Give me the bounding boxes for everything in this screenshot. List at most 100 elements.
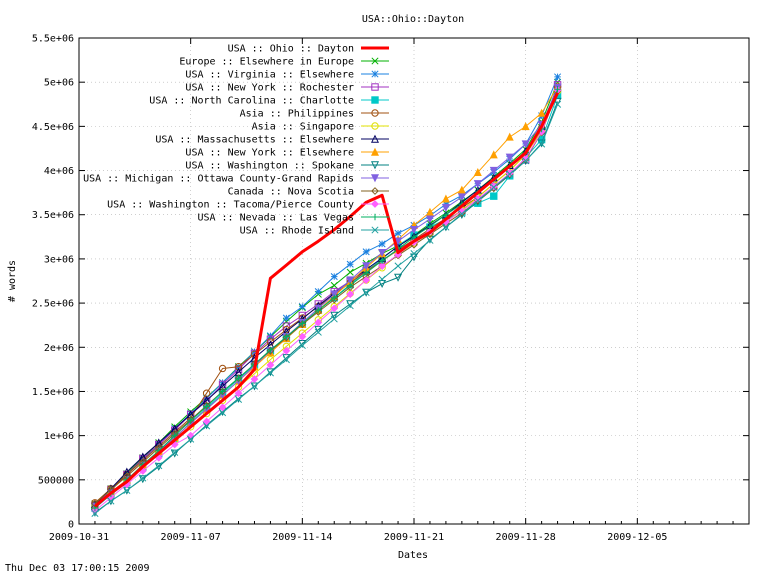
data-point: [282, 318, 290, 326]
data-point: [371, 57, 379, 65]
data-point: [218, 364, 227, 373]
legend-label: USA :: Massachusetts :: Elsewhere: [155, 135, 354, 146]
data-point: [298, 332, 307, 341]
data-point: [362, 248, 370, 256]
data-point: [283, 333, 290, 340]
data-point: [394, 273, 403, 282]
data-point: [202, 417, 211, 426]
data-point: [266, 361, 275, 369]
footer-timestamp: Thu Dec 03 17:00:15 2009: [5, 563, 150, 574]
chart-title: USA::Ohio::Dayton: [362, 14, 464, 25]
y-tick-label: 1e+06: [44, 431, 74, 442]
data-point: [371, 122, 379, 130]
data-point: [378, 257, 386, 264]
data-point: [370, 174, 380, 183]
y-tick-label: 1.5e+06: [32, 387, 74, 398]
data-point: [234, 395, 243, 403]
data-point: [346, 290, 355, 299]
data-point: [554, 86, 561, 93]
data-point: [346, 282, 354, 289]
data-point: [91, 509, 99, 517]
data-point: [394, 262, 402, 270]
data-point: [155, 462, 163, 470]
data-point: [154, 438, 163, 447]
data-point: [314, 318, 323, 327]
data-point: [314, 308, 323, 316]
data-point: [123, 486, 131, 494]
data-point: [522, 157, 530, 165]
x-tick-label: 2009-11-07: [161, 532, 221, 543]
data-point: [521, 122, 530, 131]
data-point: [371, 187, 379, 195]
legend-label: Europe :: Elsewhere in Europe: [179, 57, 354, 68]
data-point: [282, 314, 290, 322]
data-point: [362, 288, 370, 297]
data-point: [378, 240, 386, 248]
y-tick-label: 5.5e+06: [32, 34, 74, 45]
y-tick-label: 4.5e+06: [32, 122, 74, 133]
data-point: [490, 192, 498, 200]
data-point: [505, 132, 514, 141]
data-point: [371, 70, 379, 78]
x-axis-label: Dates: [398, 550, 428, 561]
data-point: [537, 108, 546, 117]
data-point: [330, 295, 339, 304]
data-point: [234, 364, 243, 372]
data-point: [298, 303, 306, 311]
data-point: [553, 97, 562, 106]
x-tick-label: 2009-12-05: [607, 532, 667, 543]
data-point: [331, 294, 338, 301]
data-point: [187, 417, 194, 424]
data-point: [250, 382, 259, 390]
legend-label: USA :: Virginia :: Elsewhere: [185, 70, 354, 81]
data-point: [537, 139, 546, 148]
data-point: [371, 213, 379, 221]
data-point: [441, 203, 450, 212]
data-point: [457, 193, 466, 202]
data-point: [330, 273, 338, 281]
data-point: [370, 134, 380, 143]
data-point: [298, 341, 306, 350]
data-point: [171, 448, 179, 456]
data-point: [138, 452, 147, 461]
grid-lines: [79, 38, 749, 524]
legend-label: USA :: Michigan :: Ottawa County-Grand R…: [83, 174, 354, 185]
data-point: [170, 424, 179, 433]
legend-label: Asia :: Singapore: [252, 122, 354, 133]
data-point: [203, 403, 210, 410]
data-point: [409, 226, 419, 235]
data-point: [394, 250, 402, 259]
data-point: [489, 150, 498, 159]
data-point: [378, 275, 386, 283]
y-tick-label: 4e+06: [44, 166, 74, 177]
x-tick-label: 2009-10-31: [49, 532, 109, 543]
data-point: [378, 249, 387, 258]
data-point: [218, 403, 227, 412]
data-point: [267, 346, 274, 354]
data-point: [346, 302, 354, 310]
data-point: [474, 197, 482, 205]
data-point: [203, 422, 211, 430]
data-point: [187, 409, 195, 418]
data-point: [330, 281, 338, 289]
series-group: [91, 100, 562, 517]
x-tick-label: 2009-11-21: [384, 532, 444, 543]
data-point: [378, 262, 387, 270]
data-point: [410, 250, 418, 258]
data-point: [425, 207, 434, 216]
series-line: [94, 92, 559, 508]
data-point: [371, 109, 379, 117]
data-point: [362, 262, 371, 271]
series-line: [94, 89, 559, 512]
data-point: [442, 223, 450, 231]
data-point: [442, 211, 450, 218]
y-tick-label: 2.5e+06: [32, 299, 74, 310]
y-tick-label: 500000: [38, 475, 74, 486]
data-point: [187, 435, 195, 443]
data-point: [314, 328, 322, 336]
data-point: [554, 73, 562, 81]
data-point: [266, 369, 274, 377]
data-point: [425, 215, 434, 224]
data-point: [234, 389, 243, 398]
